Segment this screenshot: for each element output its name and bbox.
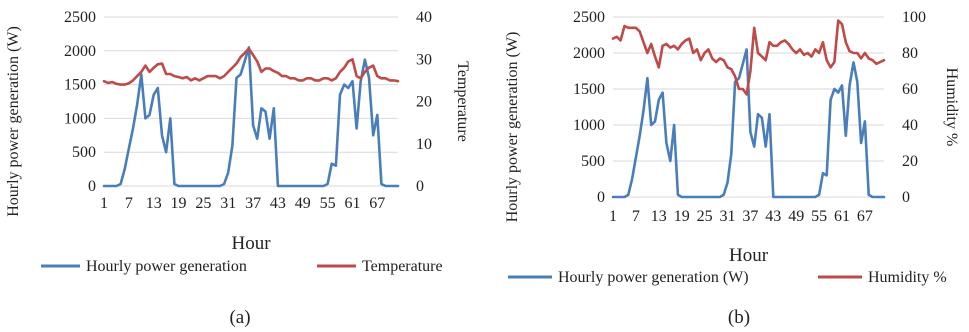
x-axis-title: Hour bbox=[729, 245, 769, 266]
series-line-power bbox=[611, 48, 886, 199]
x-tick-label: 43 bbox=[765, 208, 781, 225]
chart-a-svg: 0 500 1000 1500 2000 2500 0 10 20 30 40 1 7 13 19 25 31 3… bbox=[5, 9, 471, 328]
y-axis-title: Hourly power generation (W) bbox=[5, 26, 22, 217]
y-tick-label: 1000 bbox=[64, 110, 96, 127]
x-tick-label: 55 bbox=[320, 195, 336, 212]
x-tick-label: 49 bbox=[788, 208, 804, 225]
x-tick-label: 1 bbox=[100, 195, 108, 212]
y2-tick-label: 80 bbox=[902, 45, 918, 62]
y2-tick-label: 10 bbox=[416, 136, 432, 153]
panel-label: (a) bbox=[229, 307, 250, 328]
x-tick-label: 37 bbox=[742, 208, 758, 225]
y2-axis-title: Temperature bbox=[454, 61, 471, 142]
x-tick-label: 37 bbox=[245, 195, 261, 212]
x-tick-label: 67 bbox=[857, 208, 873, 225]
y-tick-label: 2500 bbox=[573, 9, 605, 26]
y-tick-label: 2500 bbox=[64, 9, 96, 26]
x-tick-label: 61 bbox=[834, 208, 850, 225]
x-tick-label: 19 bbox=[171, 195, 187, 212]
x-tick-label: 1 bbox=[609, 208, 617, 225]
x-tick-label: 55 bbox=[811, 208, 827, 225]
y-tick-label: 2000 bbox=[573, 45, 605, 62]
x-tick-label: 13 bbox=[146, 195, 162, 212]
x-tick-label: 61 bbox=[344, 195, 360, 212]
y-tick-label: 1000 bbox=[573, 117, 605, 134]
x-axis-title: Hour bbox=[231, 233, 271, 254]
x-tick-label: 25 bbox=[195, 195, 211, 212]
y2-tick-label: 40 bbox=[416, 9, 432, 26]
y-tick-label: 1500 bbox=[573, 81, 605, 98]
y-tick-label: 0 bbox=[88, 178, 96, 195]
y2-tick-label: 30 bbox=[416, 51, 432, 68]
y-tick-label: 0 bbox=[597, 189, 605, 206]
legend-label: Humidity % bbox=[868, 269, 947, 286]
y2-tick-label: 20 bbox=[416, 94, 432, 111]
y-tick-label: 1500 bbox=[64, 77, 96, 94]
y2-axis-title: Humidity % bbox=[943, 68, 960, 147]
y2-tick-label: 100 bbox=[902, 9, 926, 26]
x-tick-label: 13 bbox=[651, 208, 667, 225]
x-tick-label: 7 bbox=[125, 195, 133, 212]
x-tick-label: 7 bbox=[632, 208, 640, 225]
y2-tick-label: 20 bbox=[902, 153, 918, 170]
y2-tick-label: 0 bbox=[416, 178, 424, 195]
y2-tick-label: 60 bbox=[902, 81, 918, 98]
chart-b-svg: 0 500 1000 1500 2000 2500 0 20 40 60 80 100 1 7 13 19 25… bbox=[504, 9, 960, 328]
x-tick-label: 67 bbox=[369, 195, 385, 212]
series-line-power bbox=[102, 46, 400, 188]
y-tick-label: 500 bbox=[581, 153, 605, 170]
y-tick-label: 2000 bbox=[64, 43, 96, 60]
y-axis-title: Hourly power generation (W) bbox=[504, 32, 521, 223]
x-tick-label: 25 bbox=[697, 208, 713, 225]
chart-panel-b: 0 500 1000 1500 2000 2500 0 20 40 60 80 100 1 7 13 19 25… bbox=[484, 0, 969, 332]
chart-panel-a: 0 500 1000 1500 2000 2500 0 10 20 30 40 1 7 13 19 25 31 3… bbox=[0, 0, 480, 332]
x-tick-label: 31 bbox=[220, 195, 236, 212]
legend-label: Hourly power generation (W) bbox=[558, 269, 749, 286]
series-line-secondary bbox=[611, 19, 886, 96]
y2-tick-label: 0 bbox=[902, 189, 910, 206]
x-tick-label: 19 bbox=[674, 208, 690, 225]
panel-label: (b) bbox=[728, 307, 750, 328]
x-tick-label: 43 bbox=[270, 195, 286, 212]
legend-label: Hourly power generation bbox=[86, 258, 247, 275]
x-tick-label: 49 bbox=[295, 195, 311, 212]
series-line-secondary bbox=[102, 47, 400, 86]
y2-tick-label: 40 bbox=[902, 117, 918, 134]
x-tick-label: 31 bbox=[720, 208, 736, 225]
legend-label: Temperature bbox=[362, 258, 443, 275]
y-tick-label: 500 bbox=[72, 144, 96, 161]
